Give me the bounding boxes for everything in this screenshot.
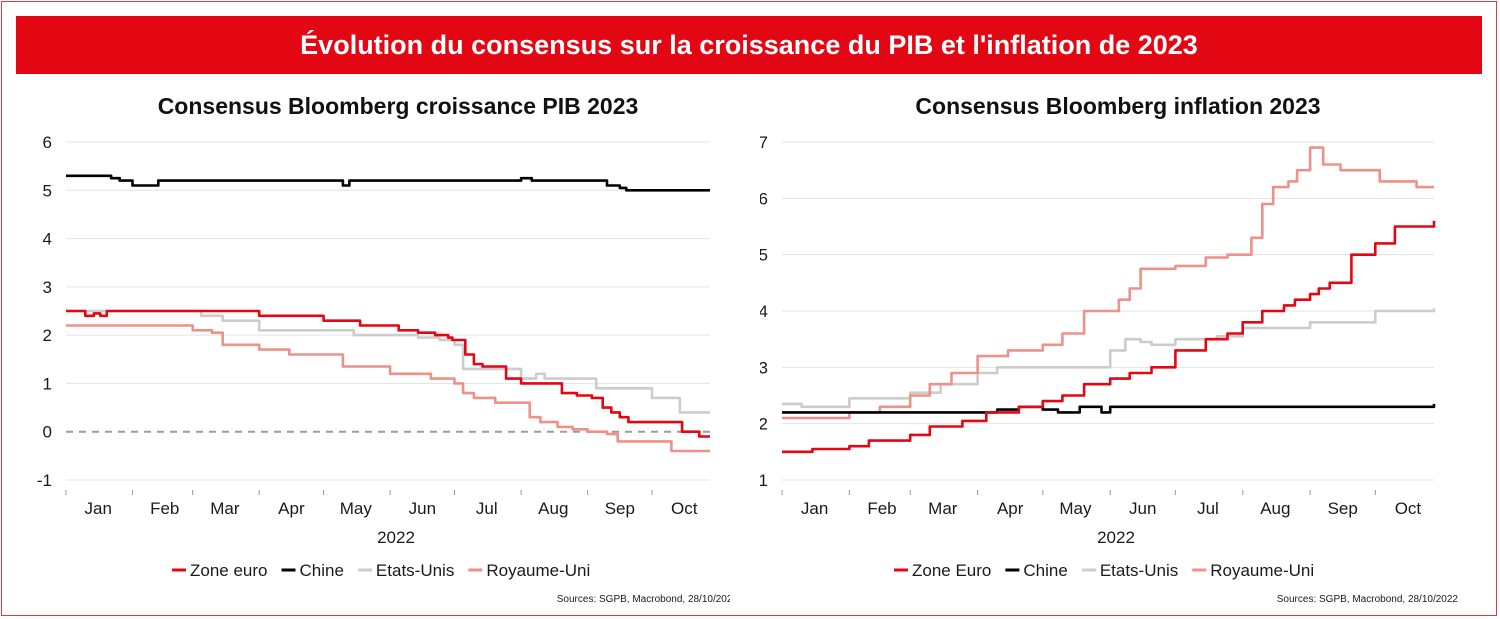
x-tick-label: Jan [84,499,111,518]
y-tick-label: 2 [760,415,768,434]
series-line-royaume-uni [782,146,1434,420]
x-tick-label: Apr [997,499,1024,518]
inflation-chart-panel: Consensus Bloomberg inflation 2023 7 6 5 4 3 2… [760,88,1460,610]
legend-label-chine: Chine [1023,561,1067,580]
x-tick-label: May [340,499,373,518]
x-tick-label: Jul [476,499,498,518]
x-tick-label: Feb [867,499,896,518]
chart-title: Consensus Bloomberg inflation 2023 [915,93,1320,119]
gdp-chart: Consensus Bloomberg croissance PIB 2023 6… [37,93,730,605]
y-tick-label: 7 [760,133,768,152]
y-tick-label: 4 [43,230,52,249]
banner-title: Évolution du consensus sur la croissance… [16,16,1482,74]
x-axis-title: 2022 [1097,528,1135,547]
x-tick-label: Sep [1328,499,1358,518]
x-tick-label: Feb [150,499,179,518]
x-axis-title: 2022 [377,528,415,547]
y-tick-label: 0 [43,423,52,442]
legend-label-royaume-uni: Royaume-Uni [1210,561,1314,580]
x-tick-label: May [1059,499,1092,518]
x-tick-label: Aug [1260,499,1290,518]
series-line-zone-euro [782,220,1436,454]
y-tick-label: 5 [760,246,768,265]
x-tick-label: Oct [1395,499,1422,518]
x-tick-label: Aug [538,499,568,518]
source-note: Sources: SGPB, Macrobond, 28/10/2022 [557,594,730,605]
x-tick-label: Jan [801,499,828,518]
chart-title: Consensus Bloomberg croissance PIB 2023 [158,93,639,119]
y-tick-label: 5 [43,181,52,200]
source-note: Sources: SGPB, Macrobond, 28/10/2022 [1277,594,1459,605]
x-tick-label: Jun [1129,499,1156,518]
y-tick-label: 4 [760,302,768,321]
y-tick-label: 3 [43,278,52,297]
legend-label-etats-unis: Etats-Unis [376,561,454,580]
series-line-zone-euro [66,309,710,438]
legend-label-zone-euro: Zone Euro [912,561,991,580]
y-tick-label: 3 [760,358,768,377]
series-line-royaume-uni [66,324,710,453]
series-line-etats-unis [782,308,1436,409]
x-tick-label: Mar [210,499,240,518]
y-tick-label: -1 [37,471,52,490]
legend-label-chine: Chine [300,561,344,580]
series-line-etats-unis [66,309,710,414]
series-line-chine [66,174,710,192]
x-tick-label: Oct [671,499,698,518]
y-tick-label: 6 [760,189,768,208]
x-tick-label: Apr [278,499,305,518]
legend-label-zone-euro: Zone euro [190,561,268,580]
series-line-chine [782,403,1436,414]
x-tick-label: Sep [605,499,635,518]
y-tick-label: 1 [760,471,768,490]
y-tick-label: 2 [43,326,52,345]
y-tick-label: 6 [43,133,52,152]
x-tick-label: Mar [928,499,958,518]
legend-label-royaume-uni: Royaume-Uni [486,561,590,580]
gdp-chart-panel: Consensus Bloomberg croissance PIB 2023 6… [30,88,730,610]
x-tick-label: Jul [1197,499,1219,518]
legend-label-etats-unis: Etats-Unis [1100,561,1178,580]
y-tick-label: 1 [43,374,52,393]
inflation-chart: Consensus Bloomberg inflation 2023 7 6 5 4 3 2… [760,93,1459,605]
x-tick-label: Jun [409,499,436,518]
